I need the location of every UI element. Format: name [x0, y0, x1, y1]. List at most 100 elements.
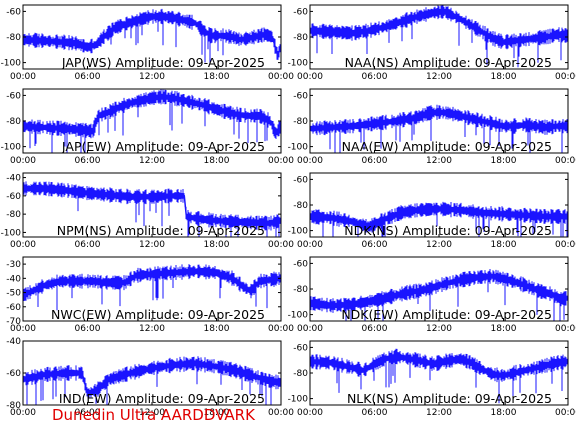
panel-7: -70 -60 -50 -40 -30 00:00 06:00 12:00 18:00 00:00… [6, 256, 294, 334]
x-tick-label: 00:00 [10, 156, 36, 166]
x-tick-label: 00:00 [268, 240, 294, 250]
x-tick-label: 00:00 [268, 324, 294, 334]
x-tick-label: 06:00 [362, 72, 388, 82]
x-tick-label: 12:00 [139, 72, 165, 82]
panel-title: JAP(EW) Amplitude: 09-Apr-2025 [61, 139, 265, 154]
x-tick-label: 18:00 [204, 72, 230, 82]
panel-title: NDK(NS) Amplitude: 09-Apr-2025 [344, 223, 552, 238]
x-tick-label: 00:00 [555, 72, 576, 82]
x-tick-label: 06:00 [75, 408, 101, 418]
x-tick-label: 18:00 [491, 156, 517, 166]
x-tick-label: 06:00 [75, 324, 101, 334]
y-tick-label: -60 [293, 7, 308, 17]
x-tick-label: 00:00 [10, 72, 36, 82]
x-tick-label: 18:00 [204, 156, 230, 166]
x-tick-label: 06:00 [75, 240, 101, 250]
x-tick-label: 18:00 [491, 324, 517, 334]
x-tick-label: 06:00 [75, 72, 101, 82]
x-tick-label: 00:00 [555, 324, 576, 334]
y-tick-label: -60 [293, 343, 308, 353]
y-tick-label: -60 [6, 7, 21, 17]
y-tick-label: -100 [288, 311, 309, 321]
panel-8: -100-80-6000:0006:0012:0018:0000:00NDK(E… [288, 256, 576, 334]
y-tick-label: -60 [293, 91, 308, 101]
series-line [310, 111, 568, 130]
y-tick-label: -60 [6, 91, 21, 101]
y-tick-label: -100 [288, 227, 309, 237]
x-tick-label: 00:00 [555, 408, 576, 418]
footer-credit: Dunedin Ultra AARDDVARK [52, 406, 255, 424]
x-tick-label: 00:00 [297, 72, 323, 82]
x-tick-label: 06:00 [362, 324, 388, 334]
panel-title: NLK(NS) Amplitude: 09-Apr-2025 [347, 391, 552, 406]
x-tick-label: 00:00 [297, 240, 323, 250]
x-tick-label: 12:00 [426, 408, 452, 418]
x-tick-label: 06:00 [362, 240, 388, 250]
x-tick-label: 18:00 [204, 324, 230, 334]
panel-title: NAA(NS) Amplitude: 09-Apr-2025 [345, 55, 552, 70]
series-line [23, 95, 281, 136]
series-line [23, 270, 281, 297]
series-line [310, 10, 568, 43]
y-tick-label: -80 [293, 201, 308, 211]
panel-title: NPM(NS) Amplitude: 09-Apr-2025 [57, 223, 265, 238]
x-tick-label: 00:00 [268, 156, 294, 166]
y-tick-label: -80 [6, 210, 21, 220]
x-tick-label: 00:00 [555, 240, 576, 250]
y-tick-label: -80 [293, 33, 308, 43]
panel-10: -100-80-6000:0006:0012:0018:0000:00NLK(N… [288, 340, 576, 418]
y-tick-label: -80 [293, 285, 308, 295]
y-tick-label: -100 [1, 228, 22, 238]
y-tick-label: -80 [293, 117, 308, 127]
x-tick-label: 06:00 [362, 408, 388, 418]
x-tick-label: 00:00 [10, 240, 36, 250]
y-tick-label: -40 [6, 274, 21, 284]
y-tick-label: -80 [6, 401, 21, 411]
y-tick-label: -50 [6, 289, 21, 299]
y-tick-label: -60 [293, 259, 308, 269]
series-line [23, 15, 281, 59]
y-tick-label: -100 [288, 395, 309, 405]
signal-noise-band [23, 264, 281, 311]
x-tick-label: 06:00 [75, 156, 101, 166]
y-tick-label: -80 [6, 117, 21, 127]
x-tick-label: 06:00 [362, 156, 388, 166]
series-line [23, 187, 281, 225]
panel-title: JAP(WS) Amplitude: 09-Apr-2025 [61, 55, 265, 70]
series-line [310, 355, 568, 377]
y-tick-label: -60 [6, 303, 21, 313]
panel-title: NAA(EW) Amplitude: 09-Apr-2025 [342, 139, 552, 154]
series-line [310, 275, 568, 307]
y-tick-label: -40 [6, 337, 21, 347]
panel-2: -100-80-6000:0006:0012:0018:0000:00NAA(N… [288, 4, 576, 82]
y-tick-label: -100 [288, 143, 309, 153]
panel-title: IND(EW) Amplitude: 09-Apr-2025 [59, 391, 265, 406]
x-tick-label: 00:00 [268, 408, 294, 418]
y-tick-label: -100 [1, 143, 22, 153]
series-line [310, 208, 568, 228]
x-tick-label: 00:00 [268, 72, 294, 82]
x-tick-label: 00:00 [10, 324, 36, 334]
x-tick-label: 18:00 [491, 408, 517, 418]
panel-title: NWC(EW) Amplitude: 09-Apr-2025 [51, 307, 265, 322]
y-tick-label: -60 [6, 369, 21, 379]
y-tick-label: -60 [293, 175, 308, 185]
x-tick-label: 12:00 [426, 324, 452, 334]
x-tick-label: 12:00 [139, 408, 165, 418]
y-tick-label: -70 [6, 317, 21, 327]
y-tick-label: -80 [6, 33, 21, 43]
x-tick-label: 00:00 [297, 408, 323, 418]
x-tick-label: 00:00 [297, 324, 323, 334]
y-tick-label: -30 [6, 260, 21, 270]
y-tick-label: -100 [1, 59, 22, 69]
x-tick-label: 18:00 [491, 72, 517, 82]
series-line [23, 362, 281, 395]
x-tick-label: 18:00 [491, 240, 517, 250]
y-tick-label: -100 [288, 59, 309, 69]
x-tick-label: 18:00 [204, 408, 230, 418]
panel-6: -100-80-6000:0006:0012:0018:0000:00NDK(N… [288, 172, 576, 250]
